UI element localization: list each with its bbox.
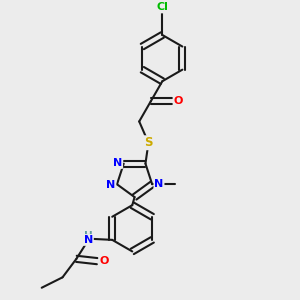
Text: O: O xyxy=(99,256,109,266)
Text: O: O xyxy=(174,96,183,106)
Text: N: N xyxy=(106,180,116,190)
Text: N: N xyxy=(84,235,93,245)
Text: N: N xyxy=(113,158,122,168)
Text: S: S xyxy=(144,136,153,149)
Text: N: N xyxy=(154,179,164,189)
Text: Cl: Cl xyxy=(156,2,168,13)
Text: H: H xyxy=(84,231,93,241)
